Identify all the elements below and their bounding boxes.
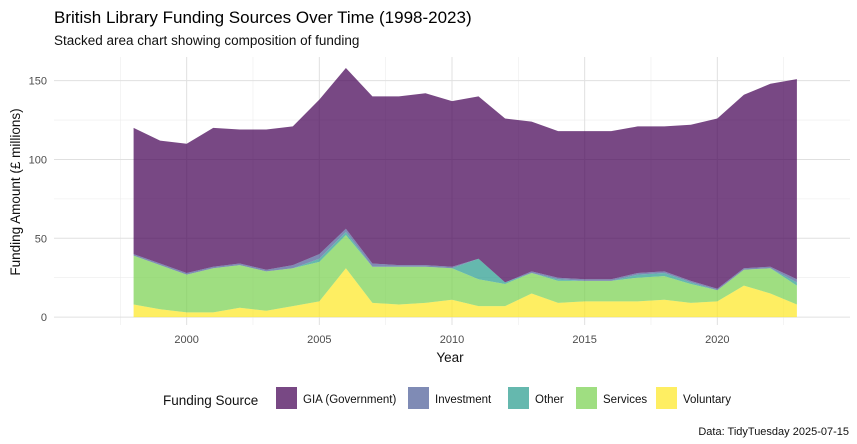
x-tick-label: 2000 <box>174 334 198 346</box>
area-investment <box>133 228 797 291</box>
legend-key-gia-government <box>276 387 297 409</box>
legend-title: Funding Source <box>163 393 258 408</box>
area-layers <box>133 68 797 318</box>
chart-title: British Library Funding Sources Over Tim… <box>54 8 472 27</box>
chart-subtitle: Stacked area chart showing composition o… <box>54 33 359 48</box>
legend-key-other <box>508 387 529 409</box>
legend: Funding Source GIA (Government) Investmen… <box>163 387 731 409</box>
legend-label-services: Services <box>603 394 647 406</box>
legend-label-other: Other <box>535 394 564 406</box>
caption: Data: TidyTuesday 2025-07-15 <box>698 426 849 438</box>
legend-key-voluntary <box>656 387 677 409</box>
y-axis-title: Funding Amount (£ millions) <box>8 108 23 275</box>
y-tick-label: 100 <box>29 154 47 166</box>
y-tick-label: 50 <box>35 233 47 245</box>
y-tick-label: 150 <box>29 76 47 88</box>
x-tick-label: 2020 <box>705 334 729 346</box>
x-tick-label: 2015 <box>572 334 596 346</box>
legend-label-voluntary: Voluntary <box>683 394 731 406</box>
x-tick-label: 2010 <box>440 334 464 346</box>
area-gia-government <box>133 68 797 289</box>
y-axis-ticks: 0 50 100 150 <box>29 76 47 324</box>
legend-label-gia-government: GIA (Government) <box>303 394 396 406</box>
legend-key-investment <box>408 387 429 409</box>
y-tick-label: 0 <box>41 312 47 324</box>
x-tick-label: 2005 <box>307 334 331 346</box>
area-voluntary <box>133 268 797 318</box>
area-services <box>133 235 797 313</box>
x-axis-title: Year <box>436 350 464 365</box>
x-axis-ticks: 2000 2005 2010 2015 2020 <box>174 334 729 346</box>
legend-label-investment: Investment <box>435 394 492 406</box>
legend-key-services <box>576 387 597 409</box>
